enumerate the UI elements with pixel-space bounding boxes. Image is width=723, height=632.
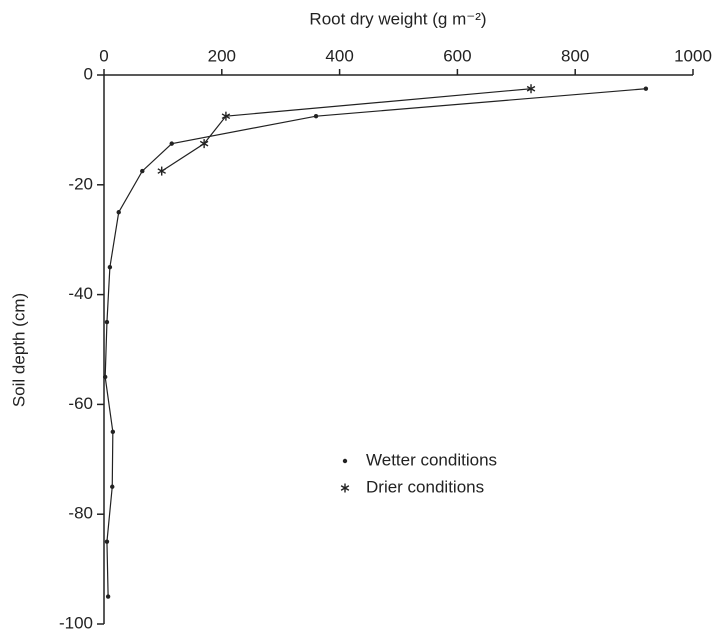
legend-marker <box>340 483 350 493</box>
data-point <box>104 539 110 544</box>
x-tick-label: 0 <box>99 46 108 65</box>
legend-label: Drier conditions <box>366 477 484 496</box>
asterisk-stroke <box>340 485 350 491</box>
x-tick-label: 1000 <box>674 46 712 65</box>
data-point <box>110 484 115 489</box>
legend-marker <box>342 458 348 464</box>
y-tick-label: -20 <box>68 174 93 193</box>
y-tick-label: -100 <box>59 613 93 632</box>
asterisk-stroke <box>199 140 209 147</box>
data-point <box>526 84 536 94</box>
y-tick-label: 0 <box>84 64 93 83</box>
y-axis-label: Soil depth (cm) <box>9 293 28 407</box>
asterisk-stroke <box>221 113 231 120</box>
data-point <box>116 210 121 215</box>
data-point <box>643 86 649 91</box>
legend-label: Wetter conditions <box>366 450 497 469</box>
data-point <box>199 139 209 149</box>
x-tick-label: 200 <box>208 46 236 65</box>
data-point <box>107 264 113 270</box>
x-tick-label: 400 <box>325 46 353 65</box>
data-point <box>157 166 166 176</box>
series-line <box>104 88 646 597</box>
data-point <box>104 319 110 325</box>
asterisk-stroke <box>526 85 536 92</box>
data-point <box>140 168 145 174</box>
x-axis-label: Root dry weight (g m⁻²) <box>309 9 486 28</box>
data-point <box>221 111 231 121</box>
x-tick-label: 600 <box>443 46 471 65</box>
y-tick-label: -80 <box>68 504 93 523</box>
data-point <box>102 374 108 380</box>
data-point <box>105 594 111 599</box>
y-tick-label: -60 <box>68 394 93 413</box>
data-point <box>313 113 319 119</box>
y-tick-label: -40 <box>68 284 93 303</box>
data-point <box>169 141 174 146</box>
asterisk-stroke <box>157 168 166 174</box>
data-point <box>110 429 116 435</box>
x-tick-label: 800 <box>561 46 589 65</box>
series-line <box>161 88 532 172</box>
